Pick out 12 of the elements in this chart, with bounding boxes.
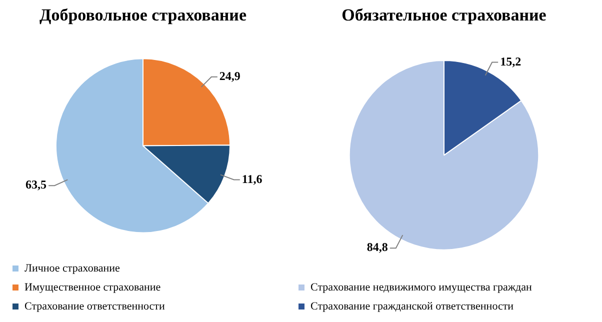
chart-title: Обязательное страхование <box>342 6 547 25</box>
legend-label: Страхование недвижимого имущества граждан <box>310 281 532 294</box>
data-label: 11,6 <box>242 172 262 186</box>
legend-label: Имущественное страхование <box>24 281 161 294</box>
data-label: 63,5 <box>26 178 47 192</box>
legend-label: Личное страхование <box>24 262 120 274</box>
data-label: 15,2 <box>500 54 522 68</box>
data-label: 84,8 <box>366 240 388 254</box>
chart-title: Добровольное страхование <box>40 6 247 25</box>
data-label: 24,9 <box>219 68 240 83</box>
legend-label: Страхование гражданской ответственности <box>310 300 514 312</box>
legend-label: Страхование ответственности <box>24 300 165 312</box>
